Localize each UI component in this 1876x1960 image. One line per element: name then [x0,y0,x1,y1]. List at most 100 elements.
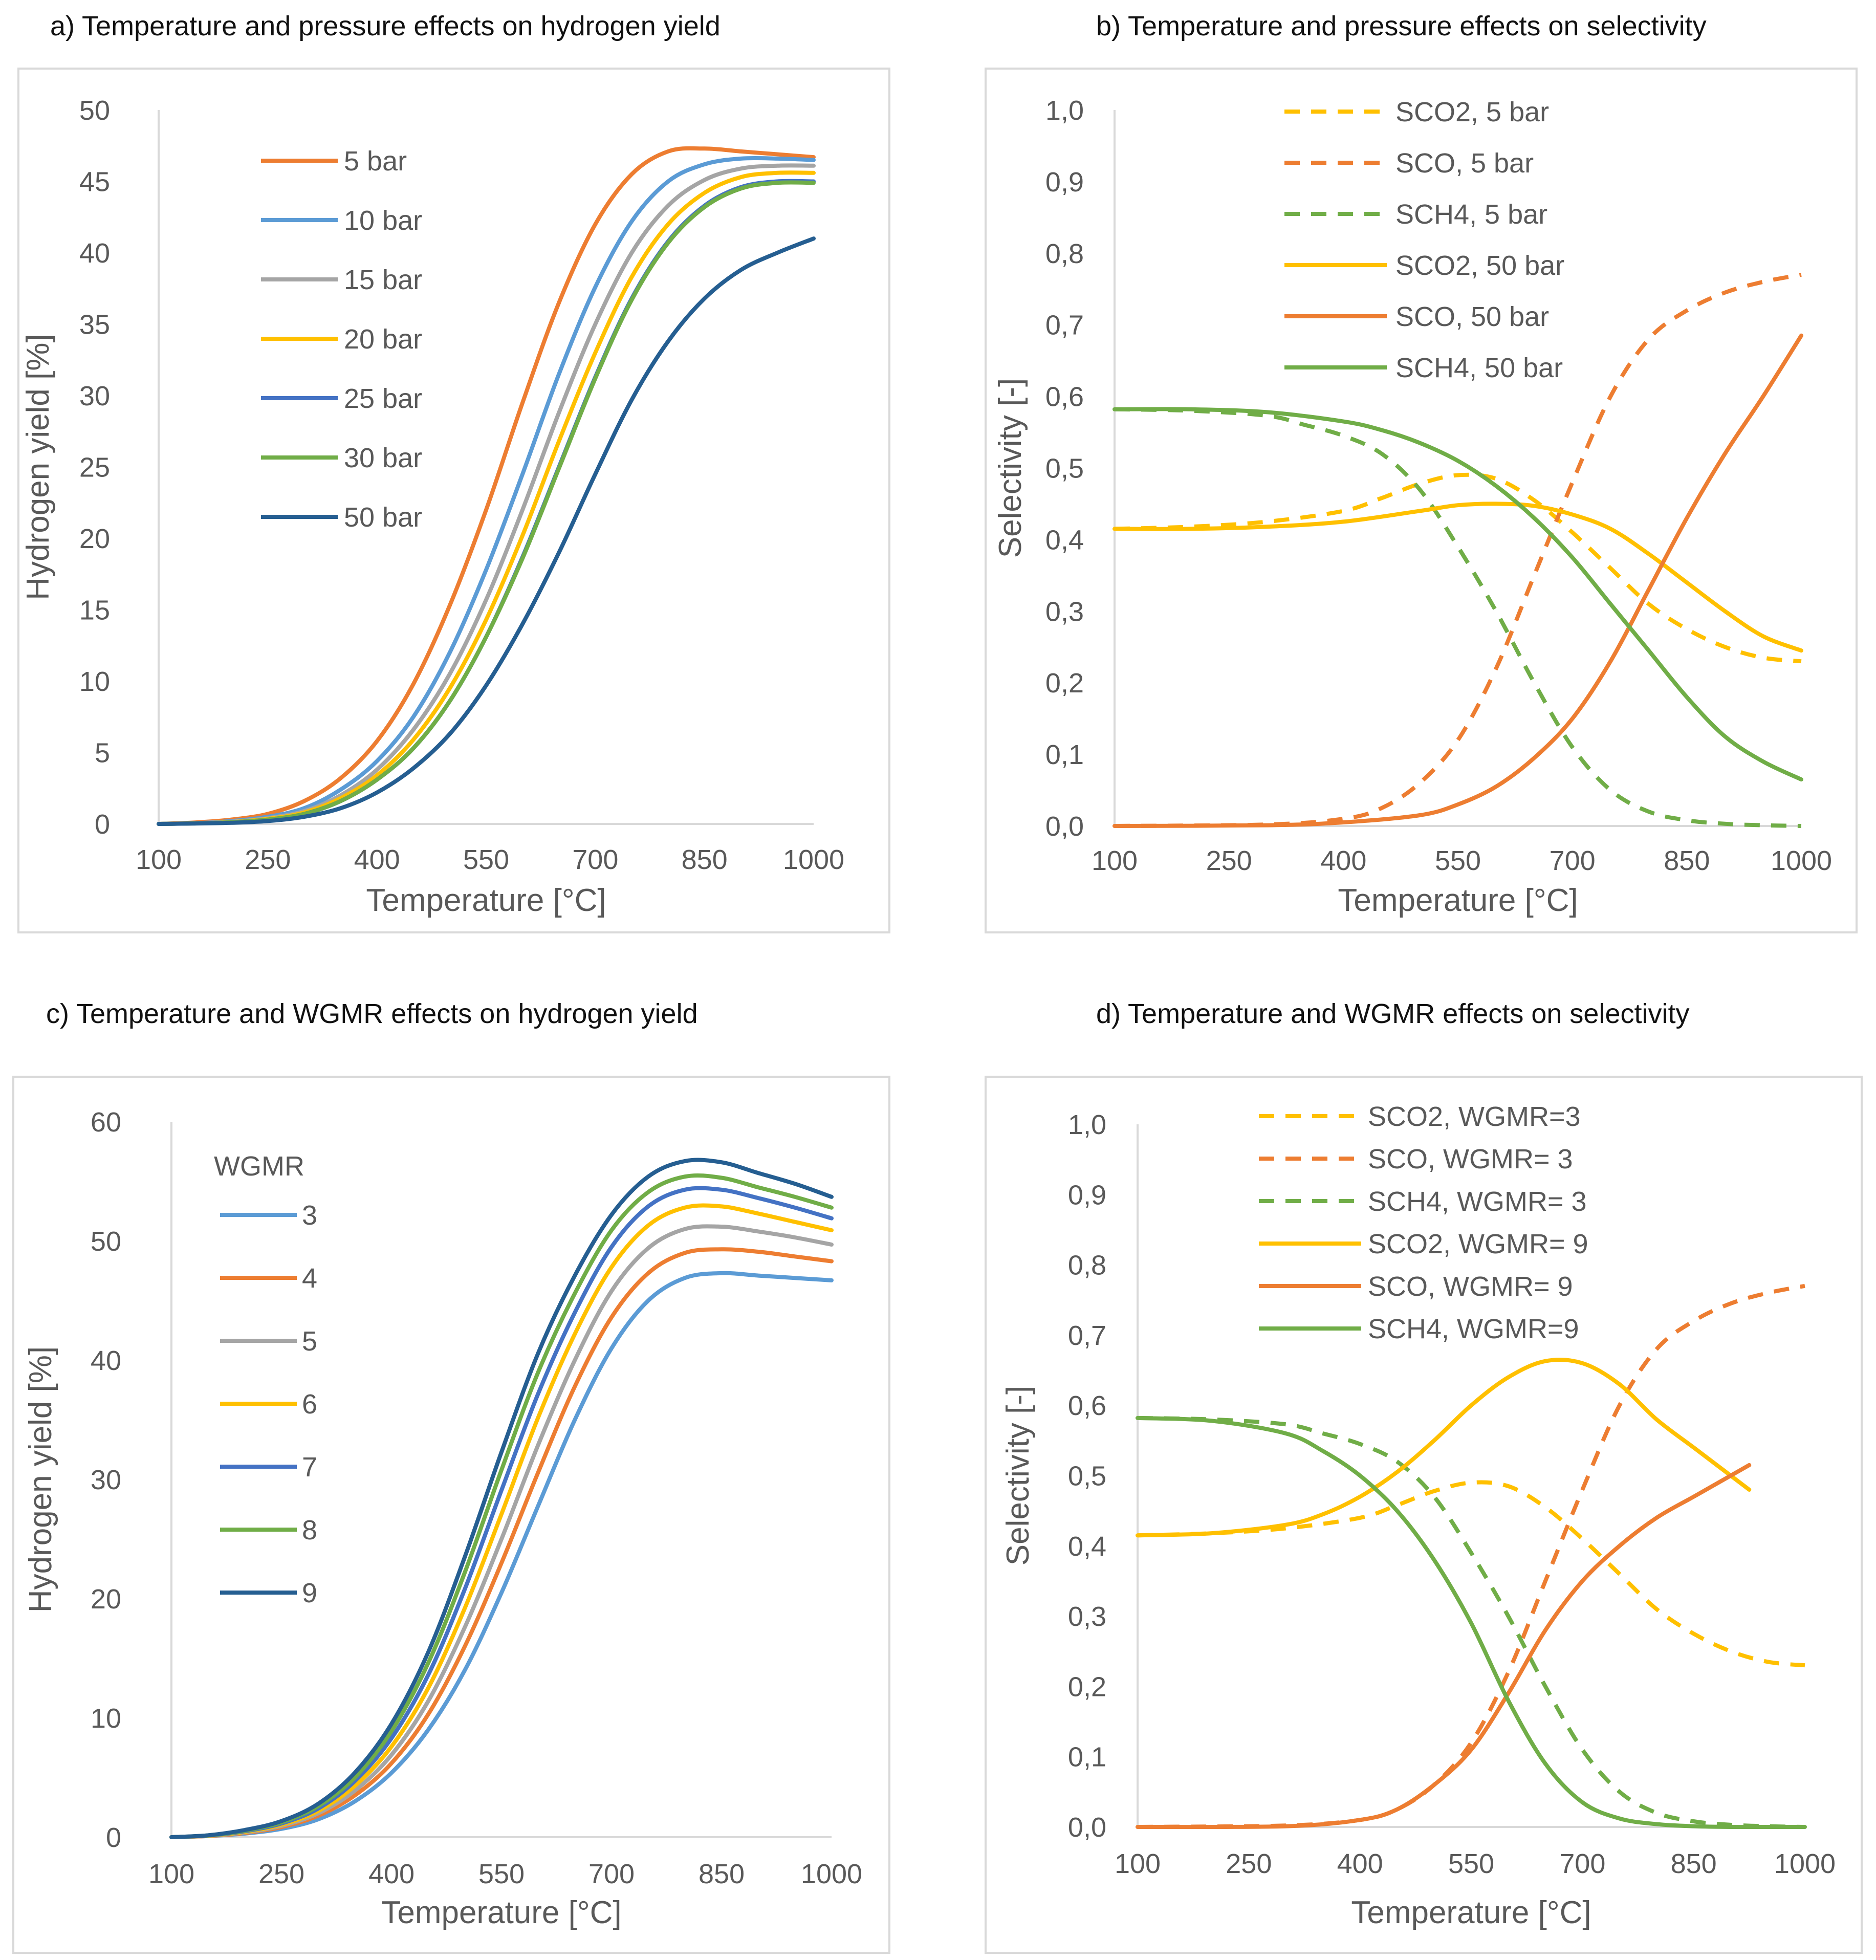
chart-b-legend-label-2: SCH4, 5 bar [1395,199,1547,230]
chart-a-y-tick-label: 45 [79,167,110,198]
chart-a-x-tick-label: 700 [572,844,618,875]
chart-a-series-line-3 [157,170,816,826]
chart-c-x-axis-label: Temperature [°C] [381,1895,621,1930]
chart-a-legend-label-3: 20 bar [344,324,422,355]
chart-b-y-tick-label: 0,2 [1045,668,1084,699]
chart-c-x-tick-label: 400 [368,1859,415,1889]
chart-b: 100 250 400 550 700 850 1000 0,0 0,1 0,2 0,3 0,4 0,5… [993,95,1832,918]
chart-d-legend-label-0: SCO2, WGMR=3 [1368,1101,1581,1132]
chart-c-legend-label-3: 6 [302,1389,317,1420]
chart-c-y-tick-label: 10 [91,1703,121,1734]
chart-a-legend-label-2: 15 bar [344,265,422,295]
chart-a-y-tick-label: 30 [79,381,110,411]
chart-c-x-tick-label: 250 [258,1859,304,1889]
chart-a-x-tick-label: 250 [245,844,291,875]
chart-d-y-tick-label: 0,5 [1068,1461,1106,1492]
chart-d-y-tick-label: 0,4 [1068,1531,1106,1562]
chart-d-series-line-5 [1136,1415,1807,1830]
chart-d-y-tick-label: 0,0 [1068,1812,1106,1843]
chart-c-legend-title: WGMR [214,1151,304,1182]
chart-b-y-tick-label: 1,0 [1045,95,1084,126]
panel-c-title: c) Temperature and WGMR effects on hydro… [46,998,698,1029]
chart-b-series-line-4 [1112,333,1803,828]
chart-d-x-tick-label: 100 [1115,1848,1161,1879]
chart-a-y-tick-label: 15 [79,595,110,626]
chart-c-legend-label-1: 4 [302,1263,317,1294]
chart-b-legend-label-4: SCO, 50 bar [1395,301,1549,332]
chart-c-legend-label-4: 7 [302,1452,317,1483]
chart-d-y-tick-label: 0,2 [1068,1671,1106,1702]
chart-d-legend-label-3: SCO2, WGMR= 9 [1368,1229,1588,1259]
chart-b-y-tick-label: 0,4 [1045,525,1084,555]
chart-d-series-line-2 [1137,1415,1805,1829]
chart-b-y-tick-label: 0,6 [1045,382,1084,412]
chart-d-series-line-3 [1136,1358,1752,1538]
chart-a-y-tick-label: 0 [95,809,110,840]
chart-c-legend-label-0: 3 [302,1200,317,1231]
chart-d-y-tick-label: 0,1 [1068,1742,1106,1773]
chart-d-x-tick-label: 850 [1671,1848,1717,1879]
chart-b-x-tick-label: 550 [1435,845,1481,876]
chart-d-legend-label-5: SCH4, WGMR=9 [1368,1314,1579,1344]
chart-d-y-tick-label: 0,7 [1068,1320,1106,1351]
panel-a-frame [17,68,890,933]
chart-d-x-tick-label: 250 [1226,1848,1272,1879]
panel-b-frame [985,68,1858,933]
chart-c-y-tick-label: 0 [106,1822,121,1853]
chart-b-x-tick-label: 1000 [1771,845,1832,876]
chart-a-legend-label-5: 30 bar [344,443,422,473]
chart-b-y-tick-label: 0,9 [1045,167,1084,198]
chart-b-y-tick-label: 0,3 [1045,596,1084,627]
chart-a-y-tick-label: 35 [79,310,110,340]
chart-a-x-tick-label: 1000 [783,844,844,875]
chart-d-series-line-4 [1136,1463,1752,1830]
chart-b-legend-label-1: SCO, 5 bar [1395,148,1534,179]
chart-a-y-axis-label: Hydrogen yield [%] [20,334,56,600]
chart-d-x-tick-label: 1000 [1774,1848,1836,1879]
chart-a-series-line-0 [157,146,816,826]
chart-a-y-tick-label: 40 [79,238,110,269]
chart-b-y-axis-label: Selectivity [-] [993,378,1028,558]
chart-b-x-tick-label: 100 [1092,845,1138,876]
panel-d-title: d) Temperature and WGMR effects on selec… [1096,998,1690,1029]
chart-d-x-tick-label: 700 [1559,1848,1605,1879]
chart-a-legend-label-1: 10 bar [344,205,422,236]
chart-c-x-tick-label: 700 [588,1859,635,1889]
chart-c-series-line-6 [169,1158,834,1839]
chart-c-legend-label-2: 5 [302,1326,317,1357]
panel-d-frame [985,1076,1863,1954]
chart-a-series-line-5 [157,180,816,826]
chart-a-legend-label-6: 50 bar [344,502,422,533]
chart-c-y-tick-label: 40 [91,1345,121,1376]
chart-a: 100 250 400 550 700 850 1000 0 5 10 15 20 25 30 35 40 45… [20,95,844,918]
chart-c-y-tick-label: 20 [91,1584,121,1615]
panel-b-title: b) Temperature and pressure effects on s… [1096,11,1707,41]
chart-b-series-line-2 [1114,407,1802,828]
chart-b-y-tick-label: 0,7 [1045,310,1084,341]
chart-b-x-tick-label: 700 [1550,845,1596,876]
chart-c-series-line-2 [169,1224,834,1839]
chart-a-x-tick-label: 400 [354,844,400,875]
chart-d-legend-label-1: SCO, WGMR= 3 [1368,1144,1573,1174]
chart-c-y-axis-label: Hydrogen yield [%] [23,1346,58,1613]
chart-d-y-tick-label: 0,3 [1068,1601,1106,1632]
chart-c-x-tick-label: 550 [478,1859,525,1889]
chart-a-y-tick-label: 20 [79,524,110,554]
chart-c-series-line-0 [169,1271,834,1839]
chart-b-x-axis-label: Temperature [°C] [1338,883,1578,918]
chart-d-series-line-0 [1137,1480,1805,1668]
panel-c-frame [12,1076,890,1954]
chart-c-x-tick-label: 850 [699,1859,745,1889]
chart-a-legend-label-4: 25 bar [344,383,422,414]
chart-b-x-tick-label: 250 [1206,845,1252,876]
panel-a-title: a) Temperature and pressure effects on h… [50,11,721,41]
chart-b-x-tick-label: 850 [1664,845,1710,876]
chart-b-x-tick-label: 400 [1320,845,1366,876]
chart-d-series-line-1 [1137,1283,1805,1829]
chart-a-y-tick-label: 50 [79,95,110,126]
chart-a-x-tick-label: 100 [136,844,182,875]
chart-d-y-tick-label: 1,0 [1068,1109,1106,1140]
chart-b-y-tick-label: 0,1 [1045,739,1084,770]
chart-d-x-tick-label: 400 [1337,1848,1383,1879]
